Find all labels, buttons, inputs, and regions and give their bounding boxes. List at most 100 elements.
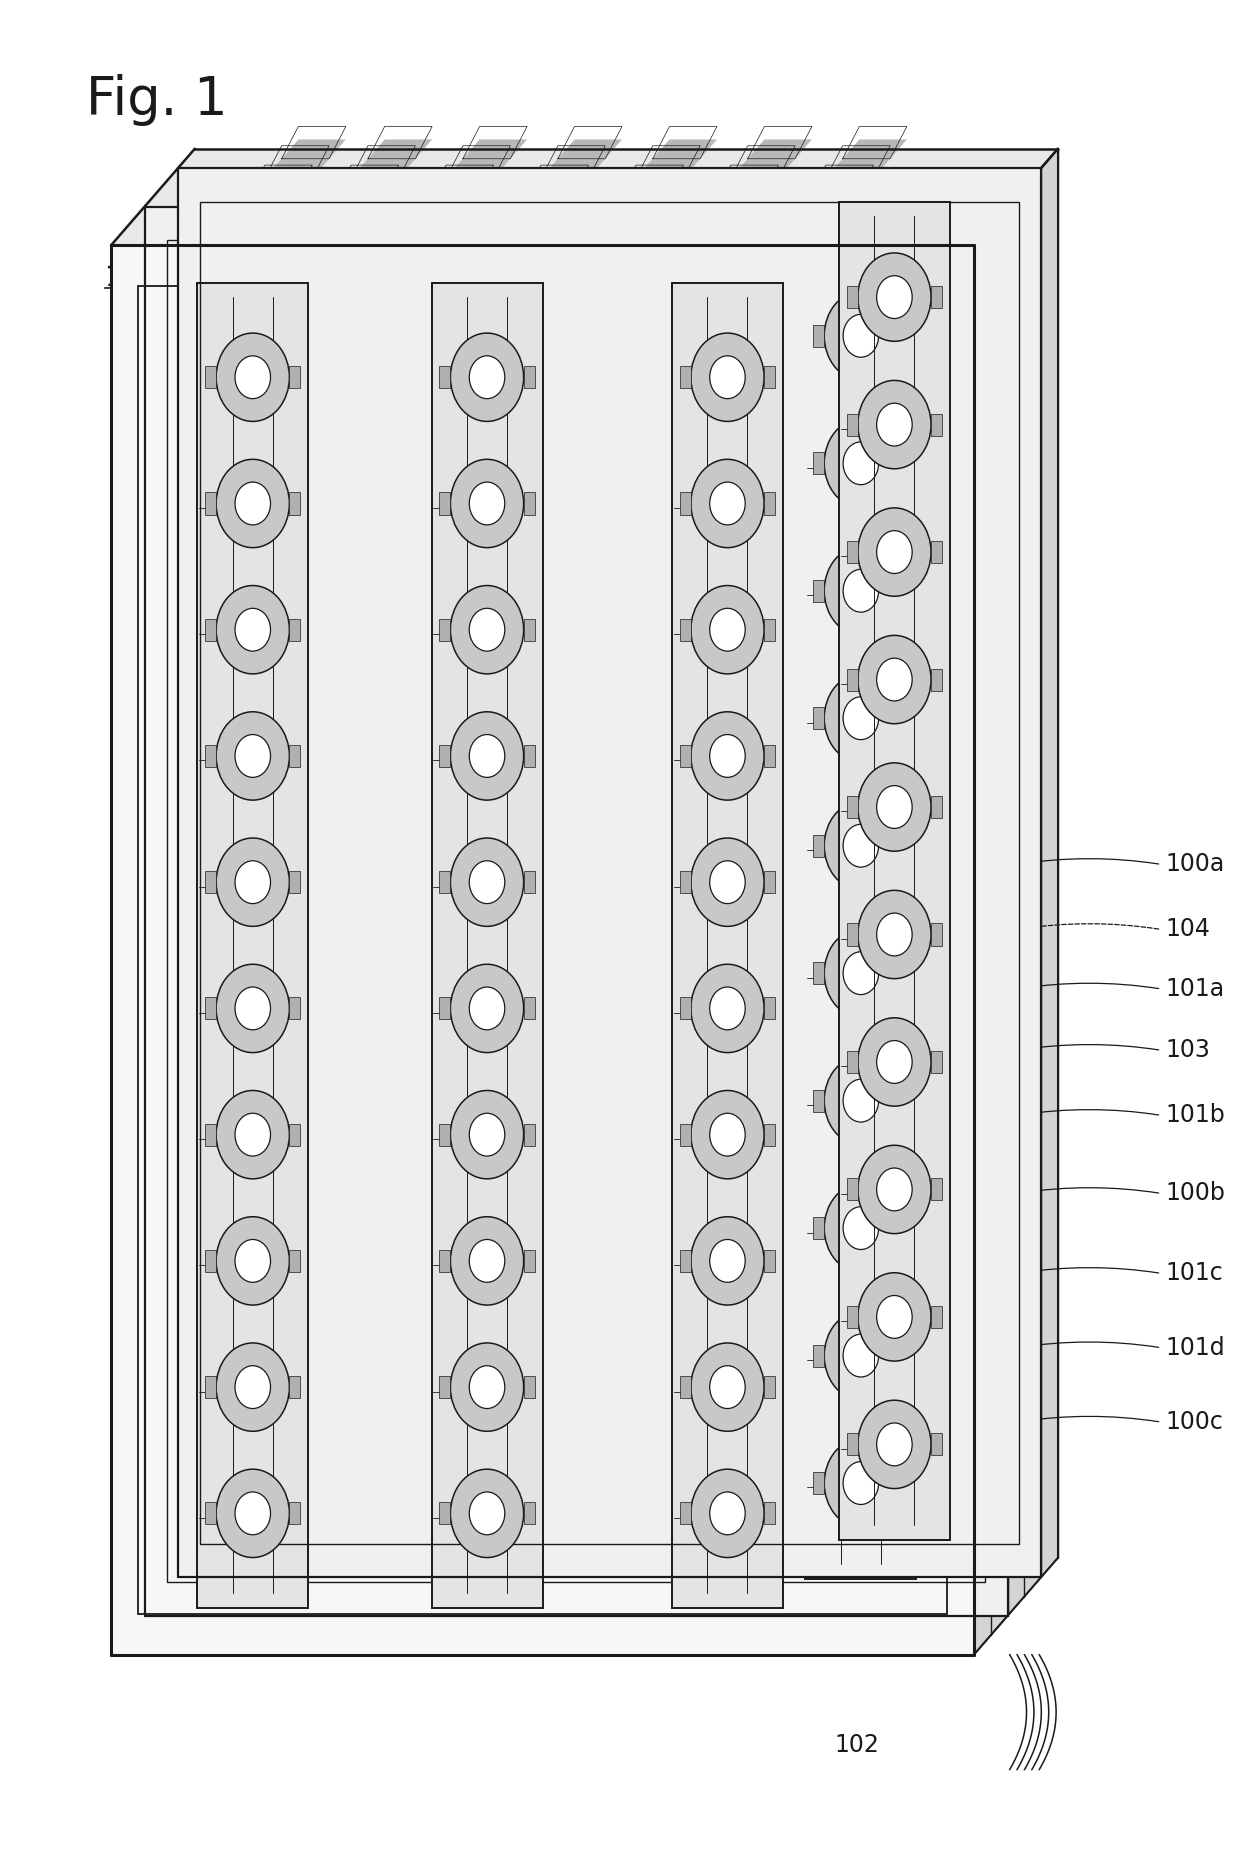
Bar: [931, 924, 942, 946]
Ellipse shape: [825, 675, 898, 762]
Polygon shape: [636, 158, 701, 178]
Bar: [898, 1344, 909, 1366]
Ellipse shape: [450, 1091, 523, 1179]
Bar: [439, 998, 450, 1019]
Bar: [764, 1376, 775, 1398]
Ellipse shape: [469, 608, 505, 651]
Bar: [205, 1249, 216, 1272]
Polygon shape: [368, 139, 433, 158]
Text: 101d: 101d: [1166, 1337, 1225, 1359]
Ellipse shape: [469, 355, 505, 398]
Text: 1: 1: [105, 264, 123, 292]
Bar: [289, 1249, 300, 1272]
Bar: [200, 201, 1019, 1543]
Bar: [680, 366, 691, 389]
Bar: [764, 619, 775, 641]
Bar: [931, 1433, 942, 1456]
Ellipse shape: [843, 314, 879, 357]
Bar: [680, 1502, 691, 1524]
Ellipse shape: [236, 1493, 270, 1536]
Ellipse shape: [469, 861, 505, 903]
Bar: [439, 872, 450, 892]
Ellipse shape: [691, 459, 764, 548]
Bar: [672, 283, 782, 1608]
Ellipse shape: [825, 930, 898, 1017]
Bar: [813, 325, 825, 348]
Bar: [898, 1089, 909, 1112]
Bar: [289, 1502, 300, 1524]
Text: Fig. 1: Fig. 1: [87, 74, 228, 126]
Bar: [523, 1376, 534, 1398]
Polygon shape: [215, 218, 279, 236]
Bar: [439, 493, 450, 515]
Ellipse shape: [216, 1342, 289, 1431]
Ellipse shape: [877, 1422, 913, 1465]
Bar: [847, 413, 858, 435]
Bar: [898, 1218, 909, 1240]
Bar: [680, 872, 691, 892]
Bar: [680, 493, 691, 515]
Bar: [847, 924, 858, 946]
Text: 101a: 101a: [1166, 978, 1224, 1000]
Ellipse shape: [709, 1366, 745, 1409]
Ellipse shape: [843, 824, 879, 866]
Bar: [680, 1249, 691, 1272]
Bar: [813, 1472, 825, 1495]
Bar: [813, 706, 825, 729]
Ellipse shape: [858, 1145, 931, 1234]
Polygon shape: [585, 218, 650, 236]
Bar: [931, 796, 942, 818]
Bar: [931, 541, 942, 563]
Bar: [680, 745, 691, 768]
Polygon shape: [603, 197, 667, 218]
Bar: [931, 1050, 942, 1073]
Bar: [523, 1249, 534, 1272]
Polygon shape: [558, 139, 622, 158]
Ellipse shape: [691, 1218, 764, 1305]
Bar: [847, 1433, 858, 1456]
Ellipse shape: [216, 838, 289, 926]
Ellipse shape: [450, 1218, 523, 1305]
Ellipse shape: [825, 1311, 898, 1400]
Text: 100a: 100a: [1166, 853, 1224, 876]
Polygon shape: [491, 218, 556, 236]
Text: 100c: 100c: [1166, 1411, 1223, 1433]
Ellipse shape: [709, 734, 745, 777]
Polygon shape: [301, 218, 365, 236]
Ellipse shape: [877, 786, 913, 829]
Bar: [289, 745, 300, 768]
Text: 101c: 101c: [1166, 1262, 1223, 1285]
Bar: [839, 201, 950, 1539]
Text: 103: 103: [728, 214, 776, 238]
Ellipse shape: [709, 1493, 745, 1536]
Bar: [931, 669, 942, 690]
Polygon shape: [265, 158, 329, 178]
Polygon shape: [195, 149, 1058, 1558]
Polygon shape: [619, 178, 683, 197]
Ellipse shape: [858, 253, 931, 342]
Bar: [523, 1123, 534, 1145]
Bar: [847, 796, 858, 818]
Ellipse shape: [236, 861, 270, 903]
Bar: [764, 1249, 775, 1272]
Ellipse shape: [709, 987, 745, 1030]
Polygon shape: [396, 218, 460, 236]
Text: 104: 104: [1166, 918, 1210, 941]
Bar: [289, 493, 300, 515]
Bar: [898, 325, 909, 348]
Polygon shape: [748, 139, 812, 158]
Bar: [205, 493, 216, 515]
Text: 103: 103: [1166, 1039, 1210, 1061]
Polygon shape: [281, 139, 346, 158]
Polygon shape: [446, 158, 511, 178]
Bar: [289, 998, 300, 1019]
Bar: [847, 286, 858, 309]
Bar: [166, 240, 986, 1582]
Ellipse shape: [858, 636, 931, 723]
Bar: [205, 872, 216, 892]
Ellipse shape: [858, 1273, 931, 1361]
Bar: [764, 745, 775, 768]
Ellipse shape: [691, 965, 764, 1052]
Polygon shape: [507, 197, 572, 218]
Polygon shape: [317, 197, 382, 218]
